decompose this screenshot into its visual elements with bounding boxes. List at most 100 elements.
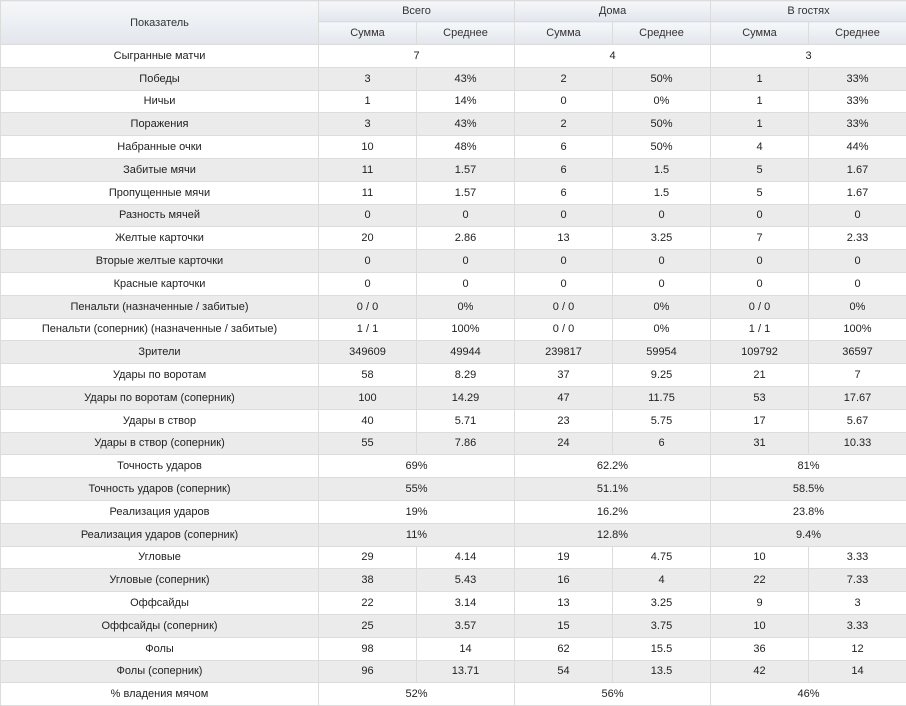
sum-cell: 0 <box>515 90 613 113</box>
merged-value-cell: 12.8% <box>515 523 711 546</box>
average-cell: 0% <box>613 90 711 113</box>
group-total-header: Всего <box>319 1 515 22</box>
average-cell: 7.86 <box>417 432 515 455</box>
sum-cell: 10 <box>711 546 809 569</box>
sum-cell: 11 <box>319 181 417 204</box>
sum-cell: 53 <box>711 386 809 409</box>
sum-cell: 22 <box>711 569 809 592</box>
average-header: Среднее <box>613 22 711 45</box>
average-cell: 5.43 <box>417 569 515 592</box>
table-row: Пенальти (соперник) (назначенные / забит… <box>1 318 906 341</box>
sum-cell: 21 <box>711 364 809 387</box>
merged-value-cell: 4 <box>515 45 711 68</box>
average-cell: 15.5 <box>613 637 711 660</box>
average-cell: 59954 <box>613 341 711 364</box>
average-cell: 3.33 <box>809 614 906 637</box>
average-cell: 6 <box>613 432 711 455</box>
average-cell: 0 <box>417 250 515 273</box>
sum-cell: 0 / 0 <box>319 295 417 318</box>
sum-cell: 0 / 0 <box>515 318 613 341</box>
sum-cell: 10 <box>711 614 809 637</box>
average-cell: 2.86 <box>417 227 515 250</box>
merged-value-cell: 51.1% <box>515 478 711 501</box>
sum-cell: 0 <box>319 250 417 273</box>
row-label: % владения мячом <box>1 683 319 706</box>
average-cell: 4 <box>613 569 711 592</box>
average-cell: 43% <box>417 67 515 90</box>
merged-value-cell: 69% <box>319 455 515 478</box>
average-cell: 3.33 <box>809 546 906 569</box>
sum-cell: 10 <box>319 136 417 159</box>
row-label: Победы <box>1 67 319 90</box>
table-header: Показатель Всего Дома В гостях Сумма Сре… <box>1 1 906 45</box>
sum-cell: 0 / 0 <box>711 295 809 318</box>
sum-cell: 1 <box>711 67 809 90</box>
average-cell: 0% <box>417 295 515 318</box>
row-label: Точность ударов <box>1 455 319 478</box>
average-cell: 0 <box>809 204 906 227</box>
merged-value-cell: 58.5% <box>711 478 906 501</box>
sum-cell: 1 / 1 <box>711 318 809 341</box>
indicator-header: Показатель <box>1 1 319 45</box>
merged-value-cell: 56% <box>515 683 711 706</box>
average-cell: 11.75 <box>613 386 711 409</box>
row-label: Зрители <box>1 341 319 364</box>
average-cell: 14.29 <box>417 386 515 409</box>
row-label: Удары по воротам <box>1 364 319 387</box>
sum-cell: 11 <box>319 158 417 181</box>
table-row: Точность ударов (соперник)55%51.1%58.5% <box>1 478 906 501</box>
sum-cell: 4 <box>711 136 809 159</box>
average-cell: 2.33 <box>809 227 906 250</box>
row-label: Реализация ударов <box>1 500 319 523</box>
average-cell: 50% <box>613 113 711 136</box>
sum-cell: 40 <box>319 409 417 432</box>
sum-cell: 19 <box>515 546 613 569</box>
row-label: Набранные очки <box>1 136 319 159</box>
average-cell: 3.25 <box>613 592 711 615</box>
sum-cell: 58 <box>319 364 417 387</box>
row-label: Реализация ударов (соперник) <box>1 523 319 546</box>
row-label: Желтые карточки <box>1 227 319 250</box>
row-label: Пенальти (назначенные / забитые) <box>1 295 319 318</box>
merged-value-cell: 7 <box>319 45 515 68</box>
average-cell: 7.33 <box>809 569 906 592</box>
group-away-header: В гостях <box>711 1 906 22</box>
average-cell: 10.33 <box>809 432 906 455</box>
sum-cell: 6 <box>515 181 613 204</box>
row-label: Вторые желтые карточки <box>1 250 319 273</box>
sum-cell: 55 <box>319 432 417 455</box>
sum-cell: 2 <box>515 113 613 136</box>
average-cell: 43% <box>417 113 515 136</box>
sum-header: Сумма <box>711 22 809 45</box>
sum-cell: 7 <box>711 227 809 250</box>
sum-cell: 13 <box>515 592 613 615</box>
average-cell: 0 <box>417 204 515 227</box>
average-cell: 36597 <box>809 341 906 364</box>
row-label: Оффсайды (соперник) <box>1 614 319 637</box>
average-cell: 14 <box>417 637 515 660</box>
average-cell: 49944 <box>417 341 515 364</box>
sum-header: Сумма <box>319 22 417 45</box>
row-label: Поражения <box>1 113 319 136</box>
sum-cell: 5 <box>711 158 809 181</box>
average-cell: 3.14 <box>417 592 515 615</box>
sum-cell: 24 <box>515 432 613 455</box>
average-cell: 12 <box>809 637 906 660</box>
merged-value-cell: 3 <box>711 45 906 68</box>
merged-value-cell: 23.8% <box>711 500 906 523</box>
